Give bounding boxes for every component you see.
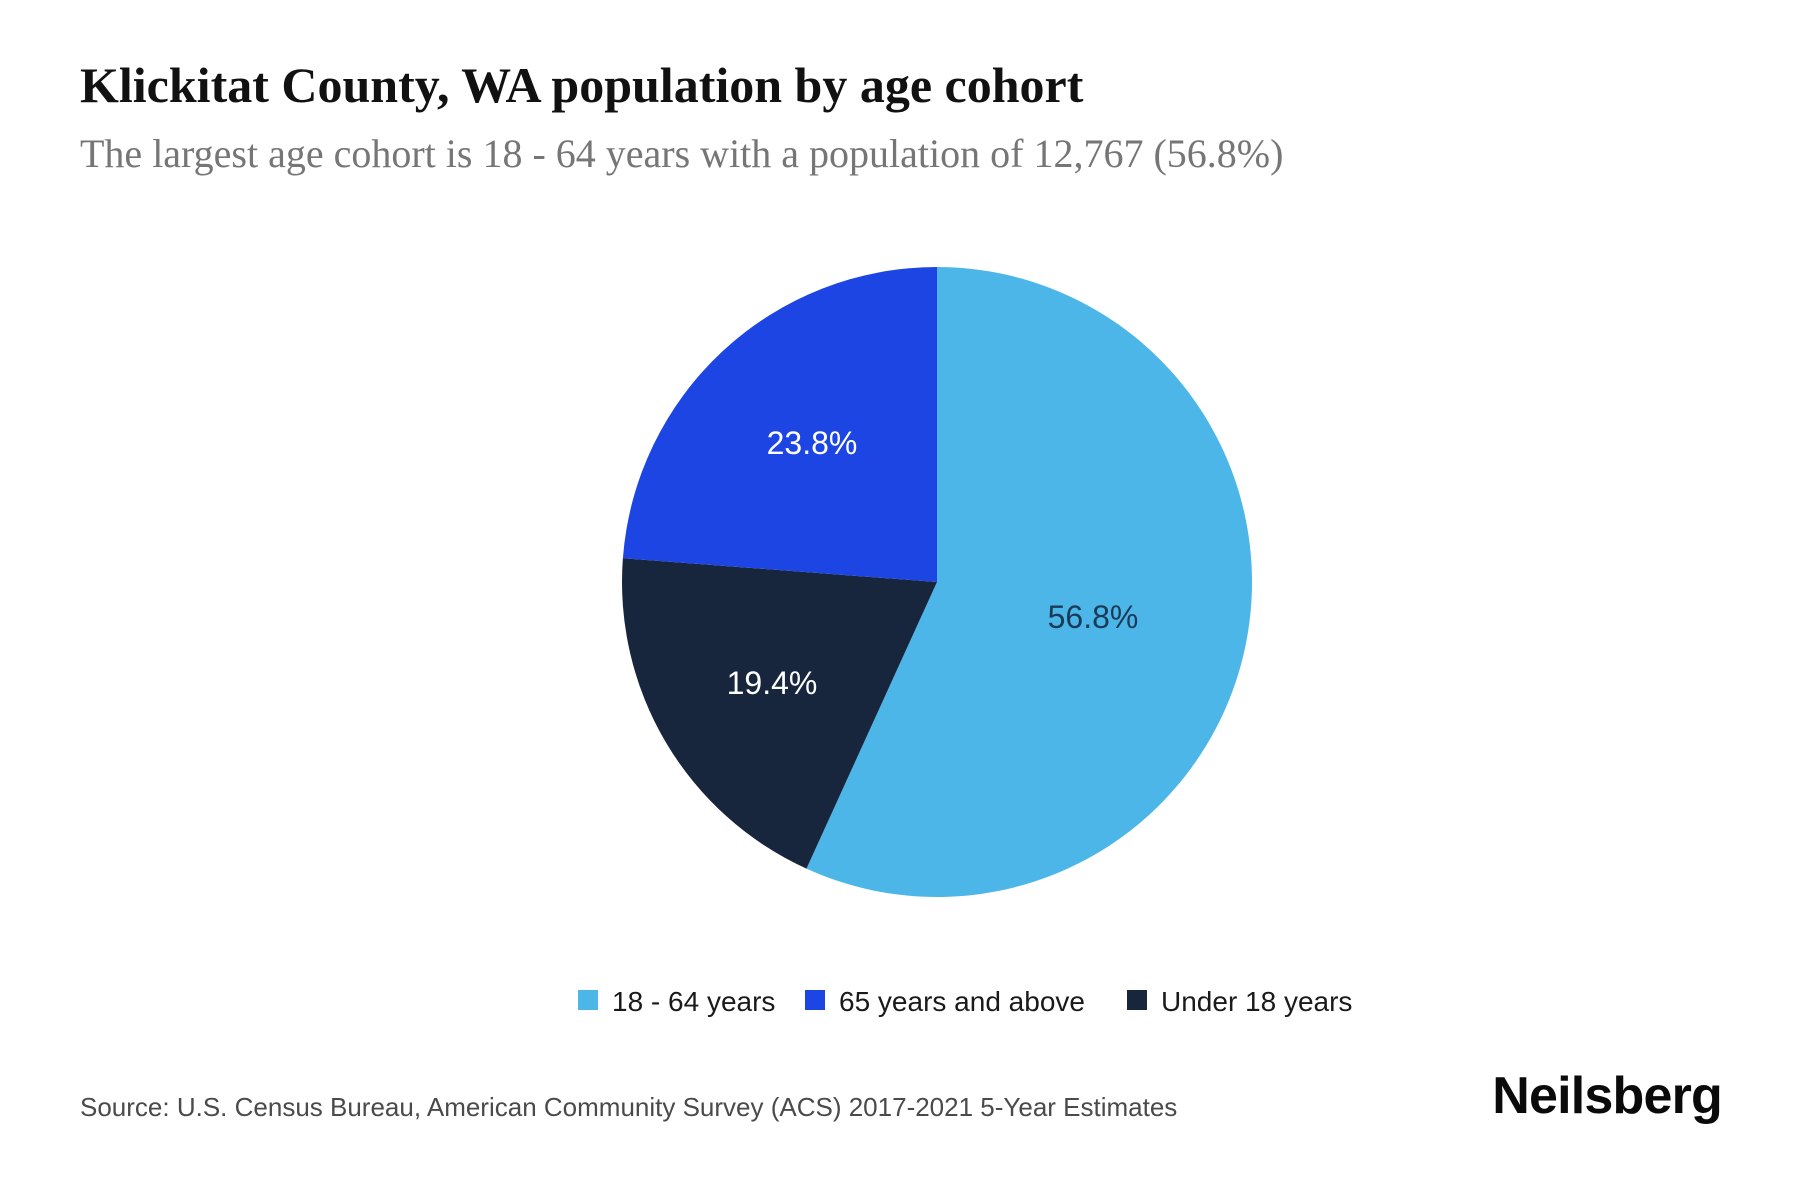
svg-text:19.4%: 19.4% xyxy=(727,665,818,701)
svg-text:23.8%: 23.8% xyxy=(767,425,858,461)
svg-text:56.8%: 56.8% xyxy=(1048,599,1139,635)
